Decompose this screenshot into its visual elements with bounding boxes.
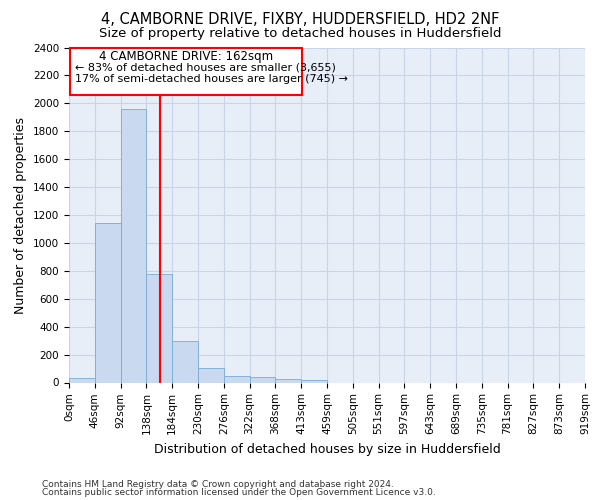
Text: 17% of semi-detached houses are larger (745) →: 17% of semi-detached houses are larger (… bbox=[76, 74, 349, 84]
Bar bbox=[121, 109, 146, 382]
Text: Contains public sector information licensed under the Open Government Licence v3: Contains public sector information licen… bbox=[42, 488, 436, 497]
Bar bbox=[224, 376, 250, 382]
Bar bbox=[198, 368, 224, 382]
Bar bbox=[146, 274, 172, 382]
Text: Size of property relative to detached houses in Huddersfield: Size of property relative to detached ho… bbox=[99, 28, 501, 40]
Text: Contains HM Land Registry data © Crown copyright and database right 2024.: Contains HM Land Registry data © Crown c… bbox=[42, 480, 394, 489]
Bar bbox=[95, 224, 121, 382]
Bar bbox=[172, 340, 198, 382]
Bar bbox=[301, 380, 327, 382]
Bar bbox=[250, 377, 275, 382]
X-axis label: Distribution of detached houses by size in Huddersfield: Distribution of detached houses by size … bbox=[154, 442, 500, 456]
Text: 4 CAMBORNE DRIVE: 162sqm: 4 CAMBORNE DRIVE: 162sqm bbox=[100, 50, 274, 63]
Text: 4, CAMBORNE DRIVE, FIXBY, HUDDERSFIELD, HD2 2NF: 4, CAMBORNE DRIVE, FIXBY, HUDDERSFIELD, … bbox=[101, 12, 499, 28]
Y-axis label: Number of detached properties: Number of detached properties bbox=[14, 116, 28, 314]
Text: ← 83% of detached houses are smaller (3,655): ← 83% of detached houses are smaller (3,… bbox=[76, 62, 337, 72]
Bar bbox=[69, 378, 95, 382]
Bar bbox=[275, 379, 301, 382]
FancyBboxPatch shape bbox=[70, 48, 302, 95]
